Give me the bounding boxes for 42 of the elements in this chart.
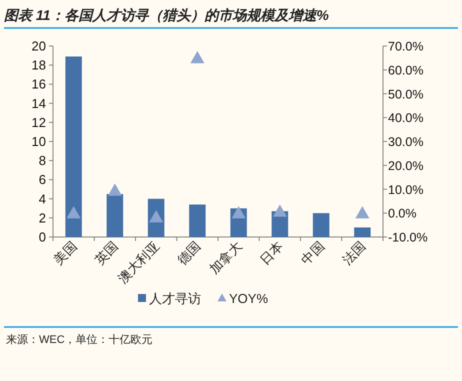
y-tick-label: 14 [32,96,46,111]
point [66,206,81,218]
x-tick-label: 美国 [50,238,80,268]
y2-tick-label: 60.0% [388,63,424,78]
y-tick-label: 10 [32,134,46,149]
source-note: 来源：WEC，单位：十亿欧元 [6,333,153,346]
point [355,206,370,218]
y2-tick-label: 10.0% [388,182,424,197]
legend-label: 人才寻访 [149,291,201,306]
y-tick-label: 12 [32,114,46,130]
y2-tick-label: 20.0% [388,158,424,173]
chart-title: 图表 11：各国人才访寻（猎头）的市场规模及增速% [4,7,330,23]
x-tick-label: 法国 [340,238,368,268]
bar [106,194,124,237]
x-tick-label: 加拿大 [206,238,245,277]
y2-tick-label: 50.0% [388,87,424,102]
x-tick-label: 德国 [174,238,204,268]
y-tick-label: 4 [38,191,46,206]
x-tick-label: 日本 [257,238,286,268]
point [232,206,246,218]
x-tick-label: 英国 [92,238,121,268]
y2-tick-label: 0.0% [388,206,416,221]
y-tick-label: 2 [38,210,46,226]
y-tick-label: 8 [38,153,46,168]
legend-label: YOY% [229,291,268,306]
point [190,50,204,64]
y2-tick-label: 30.0% [388,135,424,149]
bar [354,227,371,237]
x-tick-label: 中国 [298,238,328,268]
point [272,204,287,217]
y2-tick-label: -10.0% [388,230,428,244]
y-tick-label: 20 [32,38,46,54]
y2-tick-label: 70.0% [388,40,424,54]
y-tick-label: 0 [38,230,46,244]
bar [65,56,82,237]
y-tick-label: 6 [38,172,46,188]
y2-tick-label: 40.0% [388,111,424,126]
y-tick-label: 16 [32,76,46,92]
bar [312,213,330,237]
y-tick-label: 18 [32,58,46,73]
point [108,183,122,196]
bar [189,204,206,237]
